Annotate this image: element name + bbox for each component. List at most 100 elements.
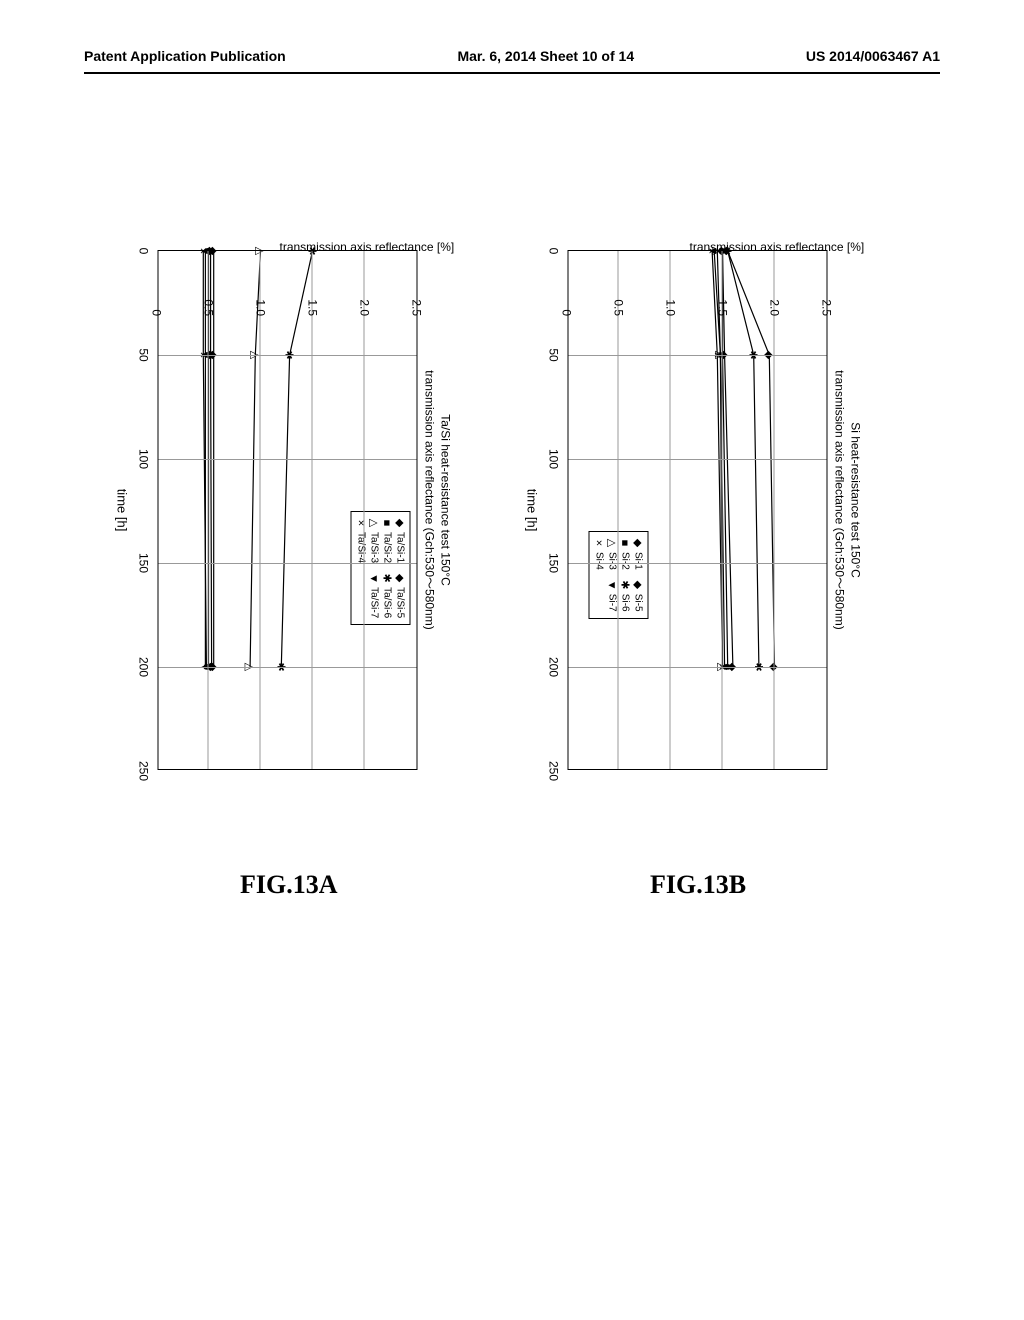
chart-a-plot: ◆◆◆■■■△△△×××◆◆◆✱✱✱▼▼▼: [159, 251, 417, 769]
legend-label: Ta/Si-7: [369, 587, 380, 618]
gridline-v: [159, 459, 417, 460]
legend-marker-icon: ×: [356, 518, 366, 528]
legend-marker-icon: ◆: [395, 573, 405, 583]
gridline-h: [364, 251, 365, 769]
fig-label-a: FIG.13A: [240, 870, 338, 900]
gridline-h: [670, 251, 671, 769]
legend-label: Ta/Si-2: [382, 532, 393, 563]
legend-item: ✱ Ta/Si-6: [382, 573, 393, 618]
gridline-v: [569, 667, 827, 668]
legend-label: Ta/Si-5: [395, 587, 406, 618]
legend-label: Si-7: [607, 594, 618, 612]
chart-b-block: Si heat-resistance test 150°C transmissi…: [540, 180, 890, 820]
fig-label-b: FIG.13B: [650, 870, 746, 900]
xtick-label: 100: [547, 449, 561, 469]
chart-b-xlabel: time [h]: [525, 489, 540, 532]
legend-item: ■ Si-2: [620, 538, 631, 570]
series-marker: ✱: [721, 246, 733, 255]
legend-label: Ta/Si-6: [382, 587, 393, 618]
gridline-v: [569, 459, 827, 460]
series-marker: ▼: [707, 246, 719, 257]
xtick-label: 150: [137, 553, 151, 573]
page-header: Patent Application Publication Mar. 6, 2…: [0, 48, 1024, 64]
legend-label: Si-6: [620, 594, 631, 612]
xtick-label: 150: [547, 553, 561, 573]
gridline-h: [774, 251, 775, 769]
xtick-label: 250: [137, 761, 151, 781]
gridline-v: [159, 667, 417, 668]
ytick-label: 2.5: [410, 281, 424, 316]
xtick-label: 0: [547, 248, 561, 255]
legend-label: Ta/Si-3: [369, 532, 380, 563]
ytick-label: 1.0: [664, 281, 678, 316]
series-marker: ▼: [198, 246, 210, 257]
gridline-h: [260, 251, 261, 769]
legend-item: △ Si-3: [607, 538, 618, 570]
chart-b-rotated: Si heat-resistance test 150°C transmissi…: [568, 180, 863, 820]
legend-marker-icon: △: [369, 518, 379, 528]
chart-a-block: Ta/Si heat-resistance test 150°C transmi…: [130, 180, 480, 820]
legend-item: ▼ Si-7: [607, 580, 618, 612]
ytick-label: 0: [150, 281, 164, 316]
charts-container: Ta/Si heat-resistance test 150°C transmi…: [130, 180, 890, 820]
legend-label: Si-5: [633, 594, 644, 612]
chart-a-rotated: Ta/Si heat-resistance test 150°C transmi…: [158, 180, 453, 820]
xtick-label: 250: [547, 761, 561, 781]
xtick-label: 200: [137, 657, 151, 677]
chart-a-title1: Ta/Si heat-resistance test 150°C: [439, 180, 453, 820]
header-left: Patent Application Publication: [84, 48, 286, 64]
ytick-label: 0.5: [202, 281, 216, 316]
ytick-label: 2.0: [768, 281, 782, 316]
legend-marker-icon: ◆: [395, 518, 405, 528]
chart-a-title2: transmission axis reflectance (Gch:530～5…: [422, 180, 439, 820]
legend-label: Si-2: [620, 552, 631, 570]
chart-b-titles: Si heat-resistance test 150°C transmissi…: [832, 180, 863, 820]
ytick-label: 1.0: [254, 281, 268, 316]
xtick-label: 50: [547, 348, 561, 361]
legend-item: ▼ Ta/Si-7: [369, 573, 380, 618]
legend-item: ✱ Si-6: [620, 580, 631, 612]
legend-marker-icon: ✱: [620, 580, 630, 590]
legend-marker-icon: ✱: [382, 573, 392, 583]
chart-b-area: transmission axis reflectance [%] time […: [568, 250, 828, 770]
chart-a-xlabel: time [h]: [115, 489, 130, 532]
gridline-h: [722, 251, 723, 769]
legend-label: Ta/Si-4: [356, 532, 367, 563]
gridline-h: [618, 251, 619, 769]
legend-marker-icon: △: [607, 538, 617, 548]
xtick-label: 100: [137, 449, 151, 469]
chart-b-plot: ◆◆◆■■■△△△×××◆◆◆✱✱✱▼▼▼: [569, 251, 827, 769]
ytick-label: 2.5: [820, 281, 834, 316]
legend-item: ◆Si-1: [633, 538, 644, 570]
chart-a-legend: ◆Ta/Si-1■Ta/Si-2△ Ta/Si-3× Ta/Si-4 ◆ Ta/Si-5…: [351, 511, 411, 625]
gridline-v: [569, 355, 827, 356]
ytick-label: 1.5: [306, 281, 320, 316]
legend-marker-icon: ▼: [369, 573, 379, 583]
header-rule: [84, 72, 940, 74]
legend-item: ◆ Ta/Si-5: [395, 573, 406, 618]
ytick-label: 0.5: [612, 281, 626, 316]
gridline-v: [569, 563, 827, 564]
xtick-label: 50: [137, 348, 151, 361]
gridline-v: [159, 355, 417, 356]
header-center: Mar. 6, 2014 Sheet 10 of 14: [457, 48, 634, 64]
legend-item: △ Ta/Si-3: [369, 518, 380, 563]
legend-label: Si-4: [594, 552, 605, 570]
ytick-label: 1.5: [716, 281, 730, 316]
legend-label: Si-3: [607, 552, 618, 570]
ytick-label: 0: [560, 281, 574, 316]
gridline-h: [208, 251, 209, 769]
legend-item: × Ta/Si-4: [356, 518, 367, 563]
legend-item: ◆Ta/Si-1: [395, 518, 406, 563]
legend-marker-icon: ◆: [633, 538, 643, 548]
legend-item: × Si-4: [594, 538, 605, 570]
legend-item: ◆Si-5: [633, 580, 644, 612]
legend-marker-icon: ▼: [607, 580, 617, 590]
xtick-label: 0: [137, 248, 151, 255]
chart-b-legend: ◆Si-1■Si-2△Si-3×Si-4◆Si-5✱Si-6▼Si-7: [589, 531, 649, 619]
legend-marker-icon: ×: [594, 538, 604, 548]
legend-marker-icon: ■: [620, 538, 630, 548]
legend-item: ■Ta/Si-2: [382, 518, 393, 563]
xtick-label: 200: [547, 657, 561, 677]
chart-a-area: transmission axis reflectance [%] time […: [158, 250, 418, 770]
